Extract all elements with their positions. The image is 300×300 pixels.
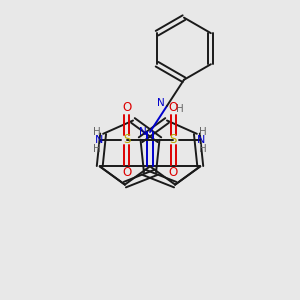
Text: H: H [199, 127, 206, 136]
Text: H: H [94, 144, 101, 154]
Text: S: S [169, 133, 177, 146]
Text: H: H [199, 144, 206, 154]
Text: O: O [122, 166, 131, 179]
Text: H: H [94, 127, 101, 136]
Text: H: H [176, 104, 183, 114]
Text: N: N [197, 135, 205, 146]
Text: O: O [169, 166, 178, 179]
Text: N: N [157, 98, 165, 108]
Text: O: O [122, 100, 131, 113]
Text: S: S [123, 133, 130, 146]
Text: O: O [169, 100, 178, 113]
Text: N: N [139, 127, 147, 137]
Text: N: N [95, 135, 103, 146]
